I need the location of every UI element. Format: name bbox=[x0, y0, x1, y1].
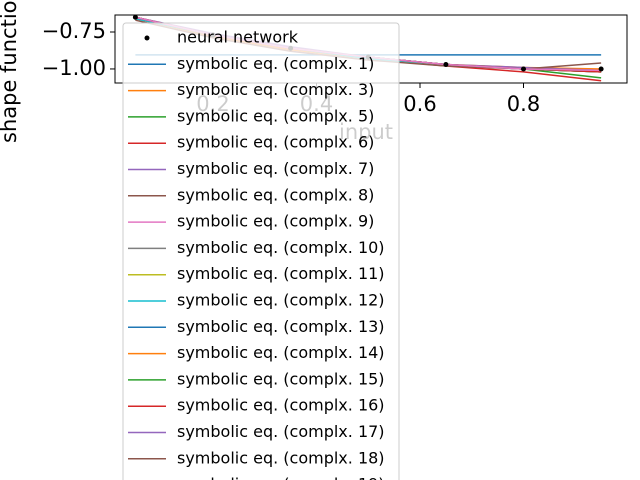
legend-frame bbox=[122, 22, 400, 480]
legend-label: symbolic eq. (complx. 15) bbox=[177, 369, 385, 388]
legend-label: symbolic eq. (complx. 5) bbox=[177, 106, 374, 125]
data-point bbox=[598, 66, 604, 72]
data-point bbox=[521, 66, 527, 72]
y-tick-label: −0.75 bbox=[42, 19, 106, 43]
legend-label: symbolic eq. (complx. 1) bbox=[177, 54, 374, 73]
legend-label: symbolic eq. (complx. 10) bbox=[177, 238, 385, 257]
legend-label: neural network bbox=[177, 28, 299, 47]
legend-label: symbolic eq. (complx. 16) bbox=[177, 396, 385, 415]
data-point bbox=[443, 62, 449, 68]
legend-marker bbox=[144, 35, 150, 41]
legend-label: symbolic eq. (complx. 14) bbox=[177, 343, 385, 362]
legend-label: symbolic eq. (complx. 18) bbox=[177, 448, 385, 467]
legend-label: symbolic eq. (complx. 9) bbox=[177, 212, 374, 231]
legend-label: symbolic eq. (complx. 13) bbox=[177, 317, 385, 336]
legend-label: symbolic eq. (complx. 11) bbox=[177, 264, 385, 283]
x-tick-label: 0.6 bbox=[403, 92, 436, 116]
legend-label: symbolic eq. (complx. 12) bbox=[177, 291, 385, 310]
legend-label: symbolic eq. (complx. 6) bbox=[177, 133, 374, 152]
x-tick-label: 0.8 bbox=[507, 92, 540, 116]
legend-label: symbolic eq. (complx. 3) bbox=[177, 80, 374, 99]
legend-label: symbolic eq. (complx. 8) bbox=[177, 185, 374, 204]
legend-label: symbolic eq. (complx. 19) bbox=[177, 475, 385, 480]
y-tick-label: −1.00 bbox=[42, 56, 106, 80]
legend-label: symbolic eq. (complx. 7) bbox=[177, 159, 374, 178]
data-point bbox=[132, 14, 138, 20]
legend-label: symbolic eq. (complx. 17) bbox=[177, 422, 385, 441]
